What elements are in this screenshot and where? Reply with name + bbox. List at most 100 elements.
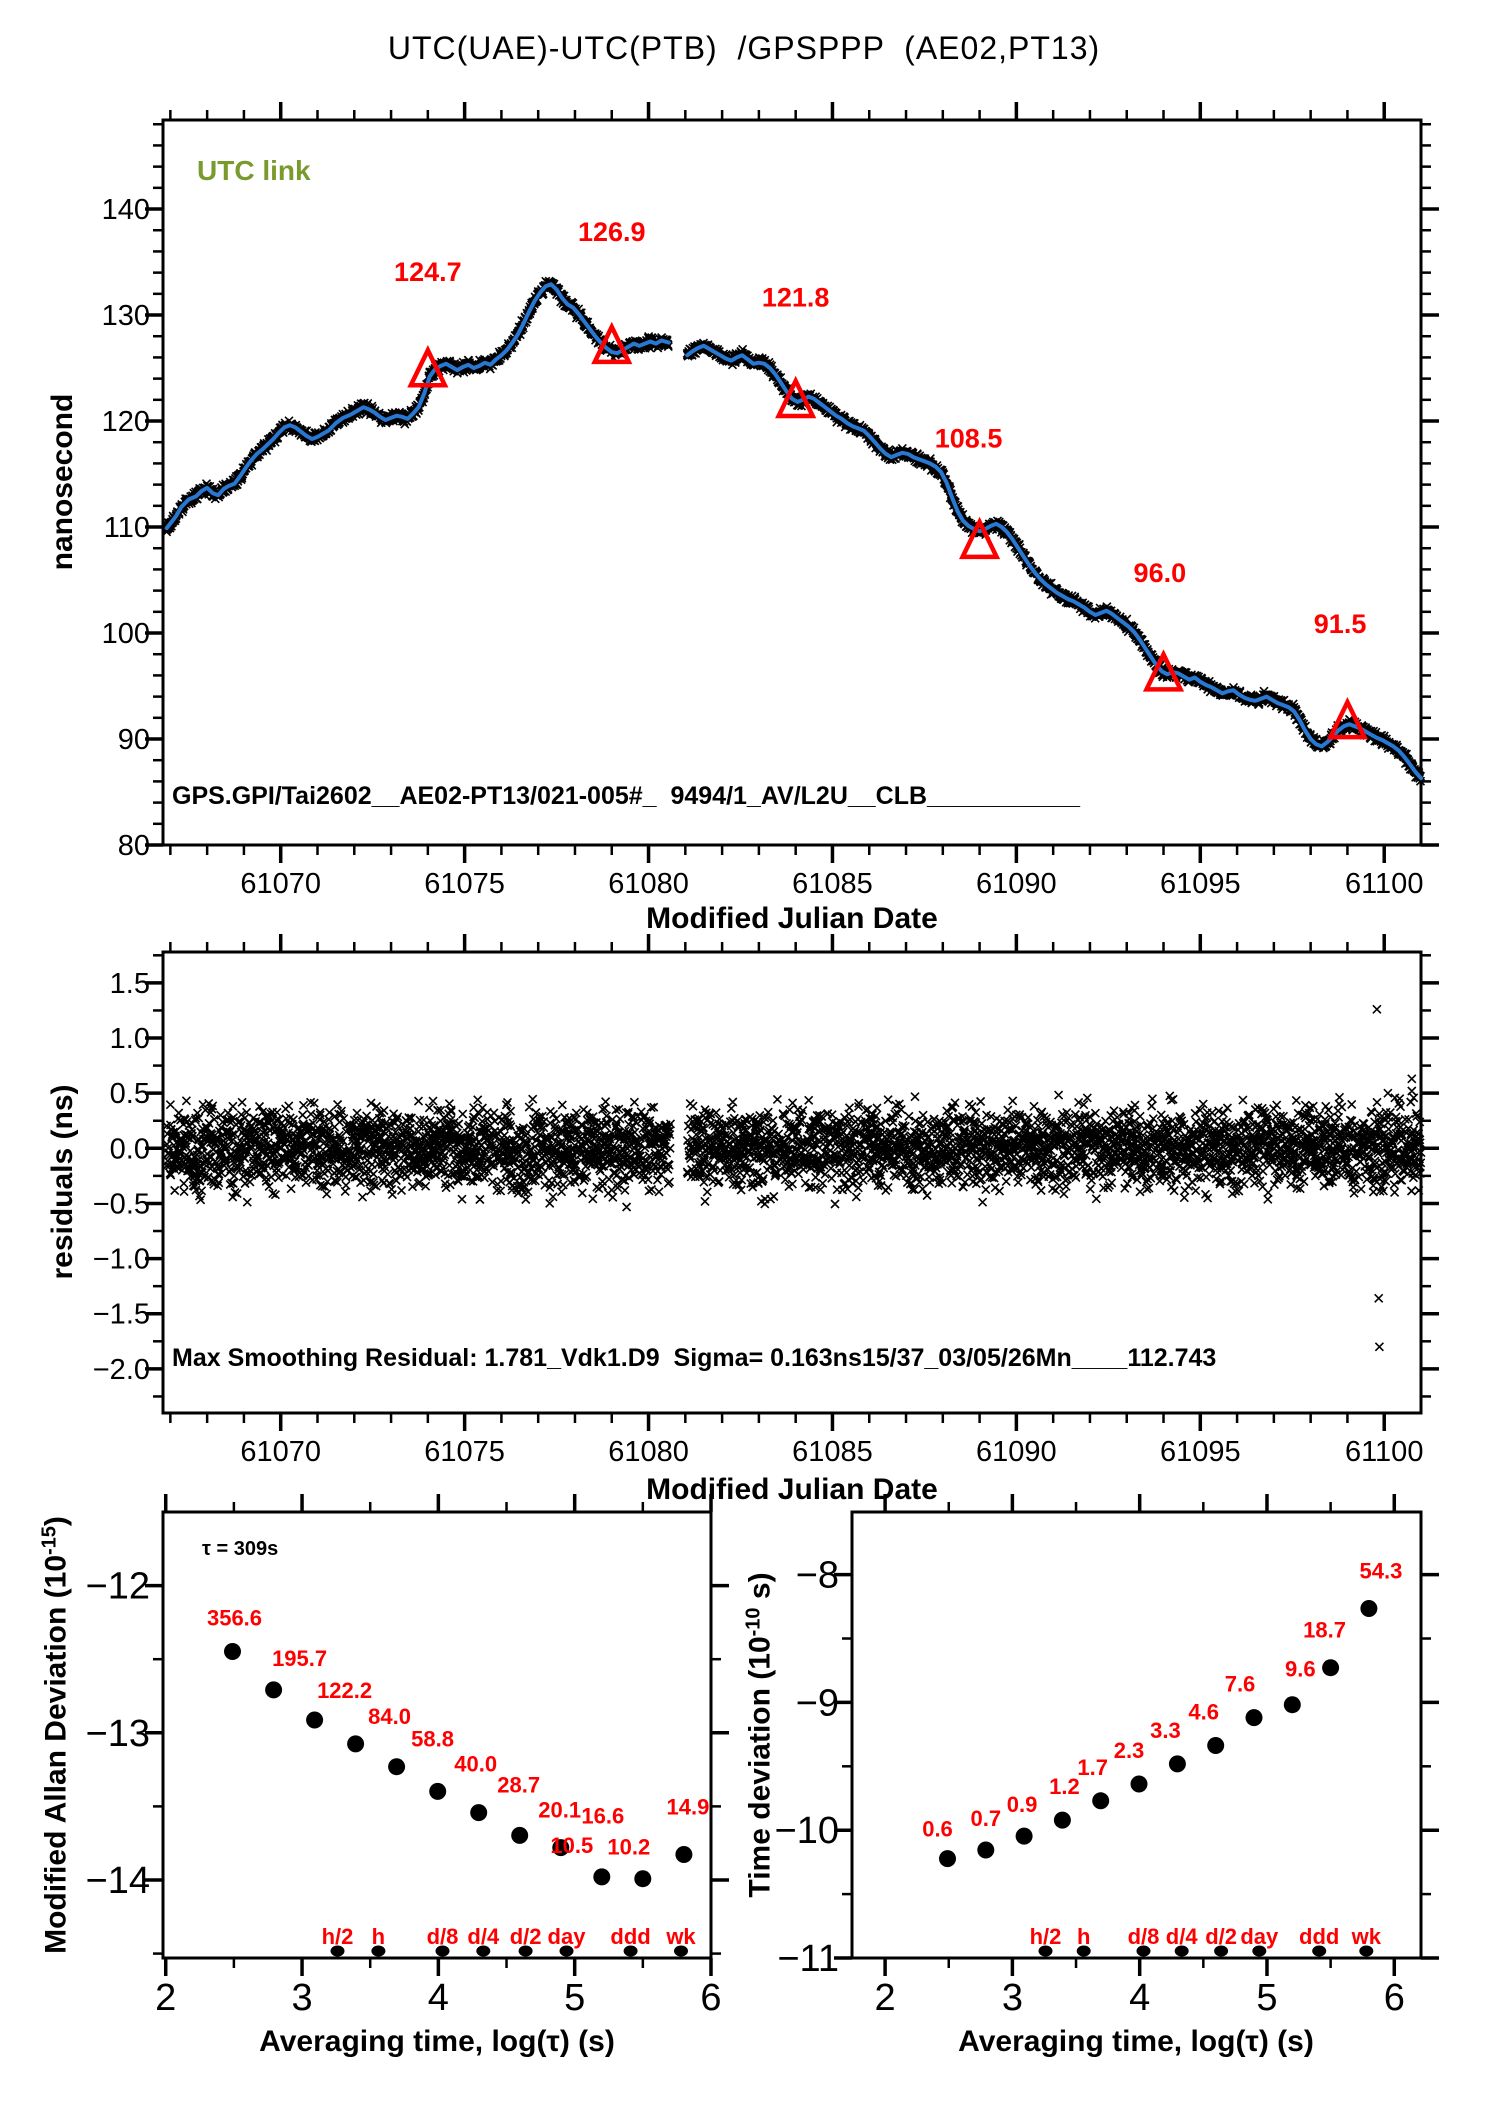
y-tick-label: −11 (777, 1938, 839, 1980)
utc-point-value-label: 91.5 (1314, 609, 1367, 639)
deviation-point (1360, 1600, 1378, 1617)
tau-scale-dot (371, 1945, 386, 1957)
y-tick-label: 0.0 (110, 1133, 150, 1165)
y-tick-label: 100 (102, 618, 150, 650)
deviation-point (347, 1735, 365, 1753)
deviation-point (265, 1681, 283, 1699)
y-tick-label: 140 (102, 194, 150, 226)
tau-basic-note: τ = 309s (202, 1538, 279, 1560)
deviation-value-label: 10.2 (607, 1835, 650, 1860)
tau-scale-label: h (372, 1924, 385, 1949)
tau-scale-dot (559, 1945, 574, 1957)
mdev-panel-data: 356.6 195.7 122.284.058.840.028.720.1 16.6 1… (207, 1606, 709, 1957)
y-tick-label: 80 (118, 830, 150, 862)
tdev-x-axis-title: Averaging time, log(τ) (s) (958, 2025, 1314, 2058)
deviation-value-label: 0.9 (1007, 1792, 1038, 1817)
deviation-point (306, 1711, 324, 1729)
deviation-point (977, 1841, 995, 1859)
utc-point-triangle (1326, 696, 1369, 740)
deviation-point (1130, 1775, 1148, 1793)
x-tick-label: 2 (155, 1977, 176, 2019)
tau-scale-dot (1174, 1945, 1189, 1957)
x-tick-label: 5 (1256, 1977, 1277, 2019)
tdev-y-title-exponent: -10 (742, 1607, 765, 1637)
deviation-value-label: 356.6 (207, 1606, 262, 1631)
x-tick-label: 3 (1002, 1977, 1023, 2019)
x-tick-label: 61100 (1345, 1436, 1424, 1468)
top-x-axis-title: Modified Julian Date (646, 902, 938, 935)
deviation-value-label: 1.2 (1049, 1774, 1080, 1799)
tau-scale-label: h (1077, 1924, 1090, 1949)
y-tick-label: −8 (796, 1555, 839, 1597)
x-tick-label: 61075 (424, 868, 505, 900)
deviation-value-label: 16.6 (581, 1804, 624, 1829)
tau-scale-label: day (548, 1924, 587, 1949)
y-tick-label: 130 (102, 300, 150, 332)
deviation-point (593, 1868, 611, 1886)
deviation-point (675, 1846, 693, 1863)
utc-point-triangle (775, 375, 817, 419)
x-tick-label: 61085 (792, 868, 873, 900)
deviation-point (470, 1804, 488, 1822)
deviation-value-label: 9.6 (1285, 1657, 1316, 1682)
deviation-point (1322, 1659, 1340, 1677)
deviation-value-label: 20.1 (538, 1797, 581, 1822)
utc-point-value-label: 126.9 (578, 217, 646, 247)
utc-point-value-label: 108.5 (935, 424, 1003, 454)
tau-scale-label: d/8 (427, 1924, 459, 1949)
utc-point-value-label: 124.7 (394, 257, 462, 287)
tau-scale-label: ddd (1299, 1924, 1339, 1949)
tau-scale-dot (1312, 1945, 1327, 1957)
axis-box (161, 118, 1423, 847)
y-tick-label: −1.0 (93, 1244, 150, 1276)
y-tick-label: −1.5 (93, 1299, 150, 1331)
mdev-x-axis-title: Averaging time, log(τ) (s) (259, 2025, 615, 2058)
deviation-point (939, 1850, 956, 1868)
deviation-value-label: 195.7 (272, 1646, 327, 1671)
axis-box (850, 1510, 1423, 1960)
tau-scale-dot (1214, 1945, 1229, 1957)
x-tick-label: 5 (564, 1977, 585, 2019)
x-tick-label: 2 (875, 1977, 896, 2019)
deviation-value-label: 14.9 (666, 1795, 709, 1820)
x-tick-label: 61080 (608, 868, 689, 900)
link-id-annotation: GPS.GPI/Tai2602__AE02-PT13/021-005#_ 949… (172, 782, 1080, 810)
mdev-y-axis-title: Modified Allan Deviation (10-15) (39, 1516, 74, 1954)
y-tick-label: −14 (86, 1860, 150, 1902)
x-tick-label: 61070 (240, 1436, 321, 1468)
deviation-point (1283, 1696, 1301, 1714)
deviation-point (1245, 1709, 1263, 1727)
utc-point-triangle (959, 516, 1001, 560)
deviation-point (634, 1870, 652, 1888)
y-tick-label: −2.0 (93, 1354, 150, 1386)
x-tick-label: 61075 (424, 1436, 505, 1468)
deviation-point (552, 1839, 570, 1857)
deviation-value-label: 28.7 (497, 1773, 540, 1798)
deviation-value-label: 0.6 (922, 1817, 953, 1842)
x-tick-label: 61090 (976, 1436, 1057, 1468)
tau-scale-dot (1359, 1945, 1374, 1957)
deviation-point (511, 1826, 529, 1844)
tau-scale-label: d/2 (1205, 1924, 1237, 1949)
deviation-value-label: 0.7 (971, 1806, 1002, 1831)
deviation-value-label: 3.3 (1150, 1718, 1181, 1743)
y-tick-label: 110 (104, 512, 150, 544)
deviation-value-label: 1.7 (1077, 1755, 1108, 1780)
x-tick-label: 4 (428, 1977, 449, 2019)
y-tick-label: −9 (796, 1682, 839, 1724)
tau-scale-dot (1038, 1945, 1053, 1957)
deviation-point (1207, 1737, 1225, 1754)
x-tick-label: 4 (1129, 1977, 1150, 2019)
x-tick-label: 61095 (1160, 868, 1241, 900)
tau-scale-label: h/2 (1030, 1924, 1062, 1949)
tau-scale-dot (435, 1945, 450, 1957)
residual-marker-cloud (162, 1004, 1426, 1352)
utc-point-value-label: 96.0 (1134, 558, 1187, 588)
x-tick-label: 61090 (976, 868, 1057, 900)
raw-data-marker-band (162, 276, 1426, 786)
deviation-value-label: 40.0 (454, 1751, 497, 1776)
middle-y-axis-title: residuals (ns) (46, 1084, 79, 1280)
tau-scale-dot (330, 1945, 345, 1957)
deviation-value-label: 122.2 (317, 1678, 372, 1703)
